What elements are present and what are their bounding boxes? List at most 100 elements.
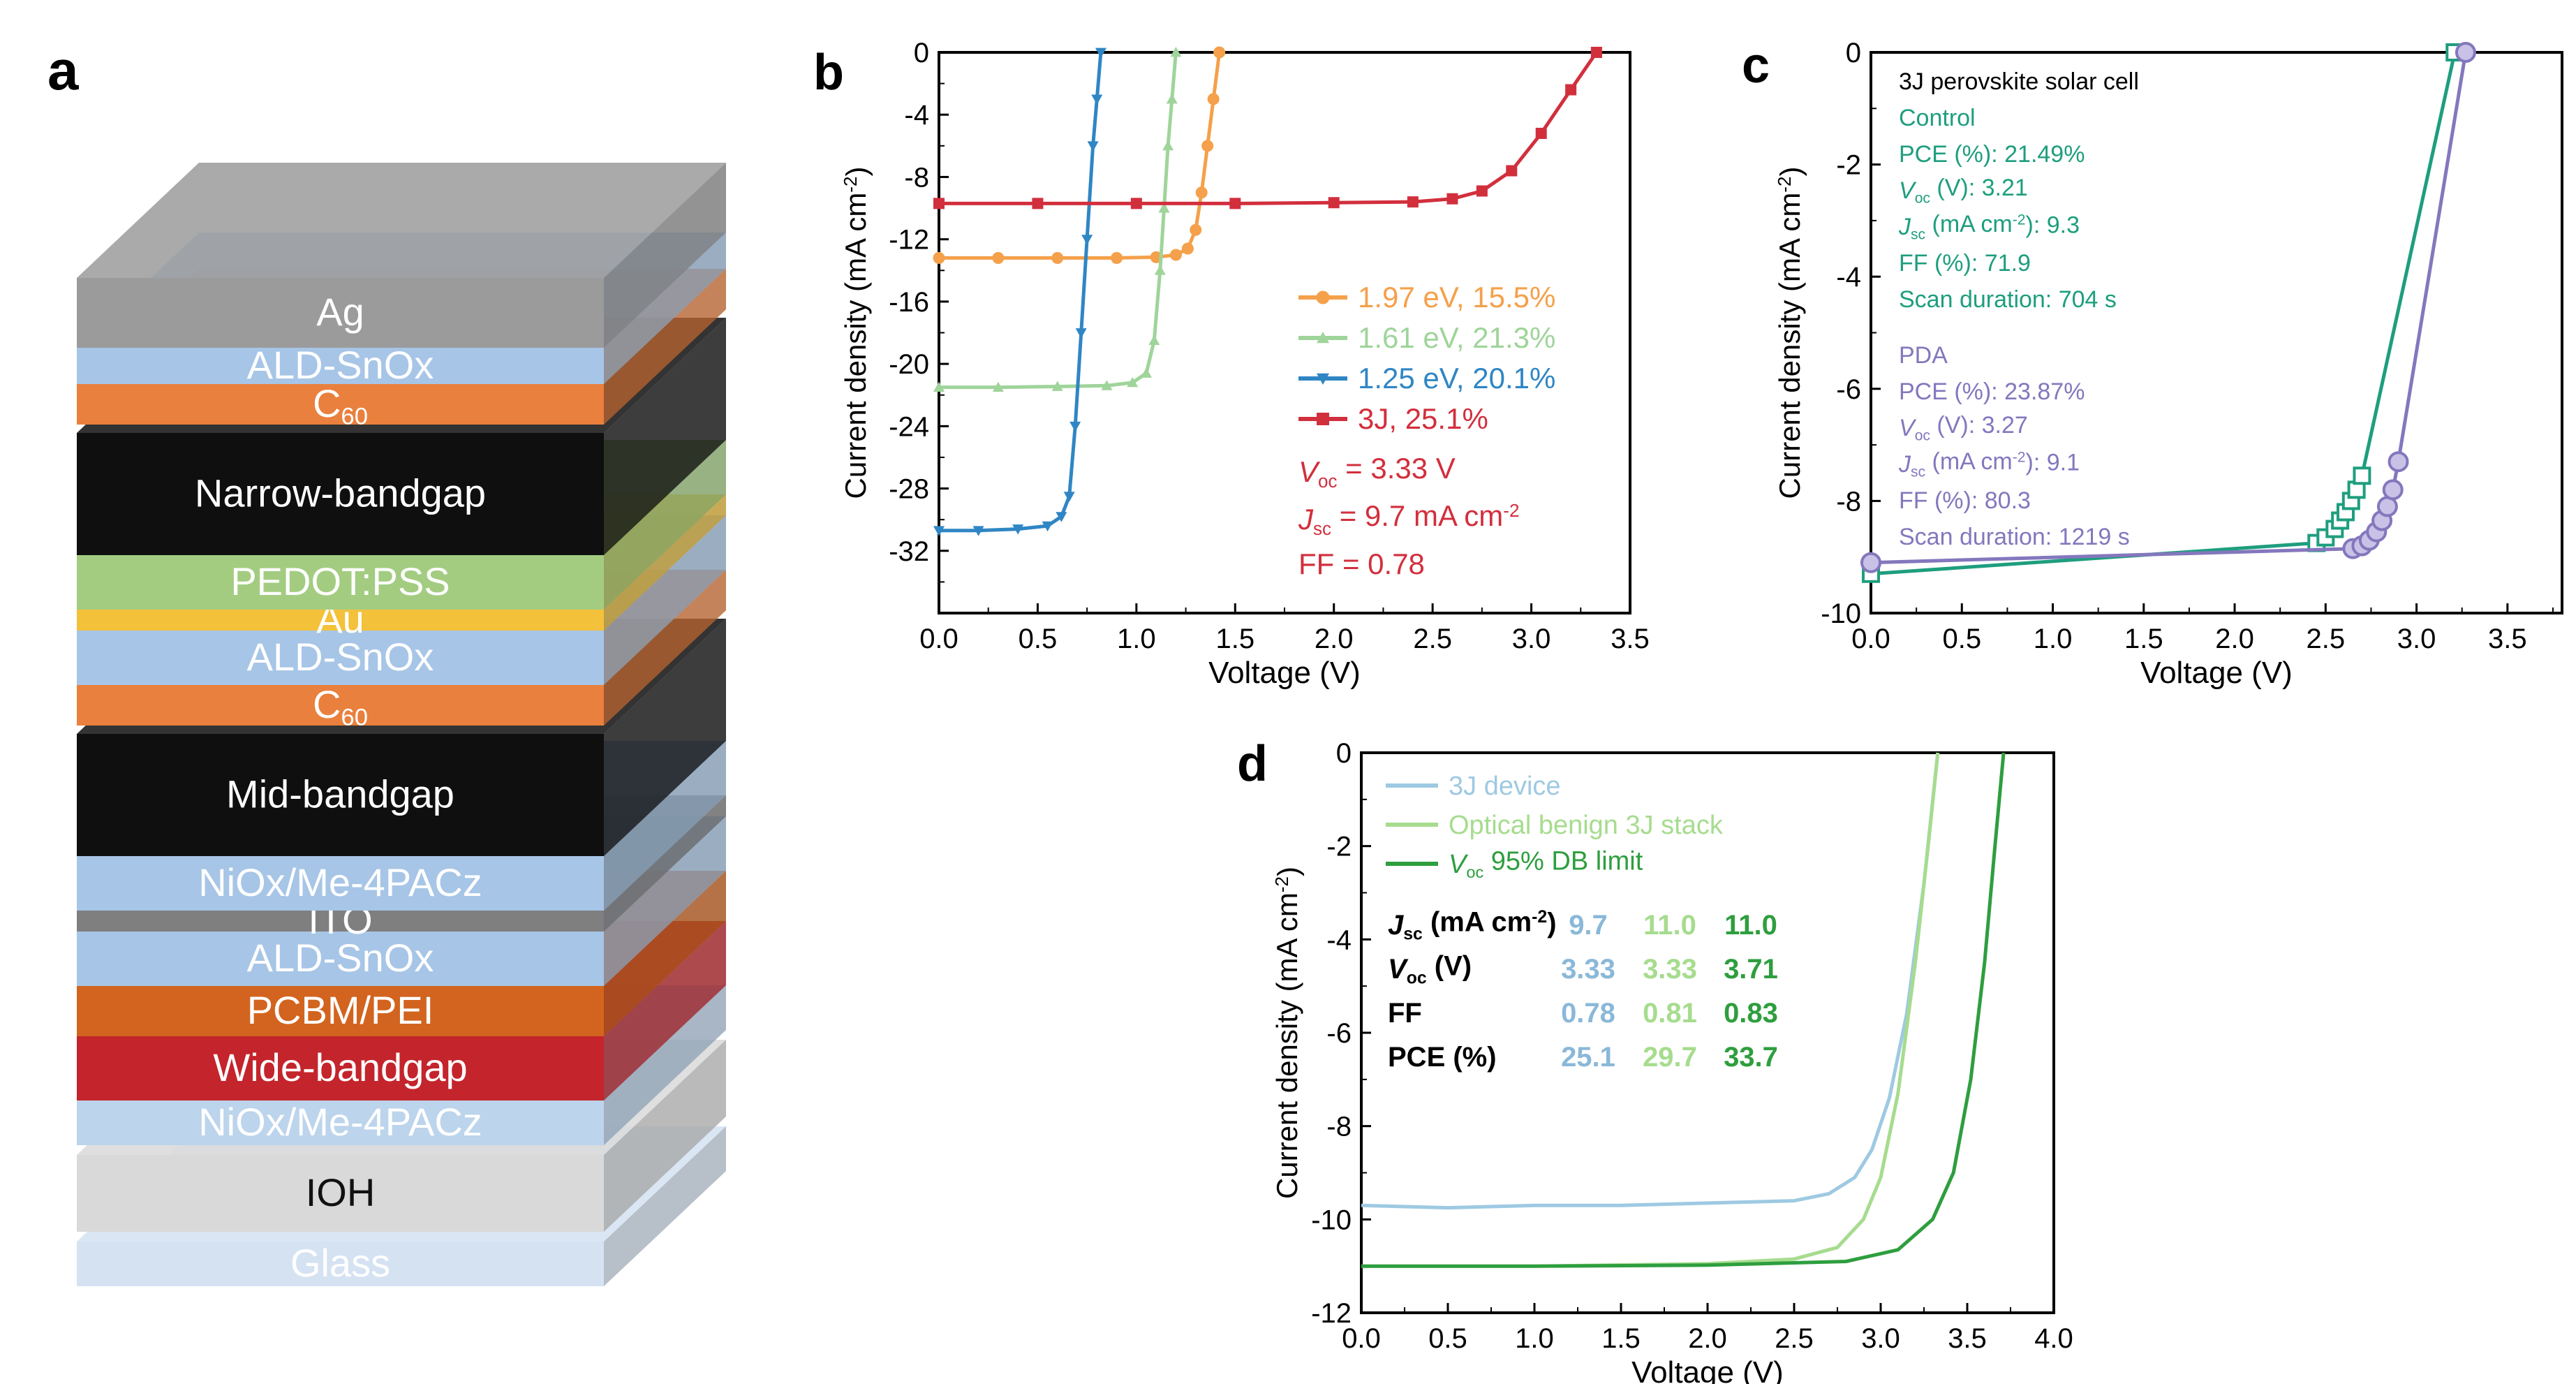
data-point: [1032, 198, 1044, 209]
layer-front-face: [77, 856, 604, 911]
layer-label: PCBM/PEI: [247, 988, 434, 1032]
data-point: [1063, 492, 1075, 502]
data-point: [2353, 466, 2371, 485]
layer-side-shade: [604, 1040, 726, 1232]
data-point: [1162, 140, 1174, 151]
ff-annotation: FF = 0.78: [1298, 547, 1425, 580]
table-cell: 25.1: [1561, 1042, 1615, 1073]
data-point: [1317, 332, 1329, 344]
layer-front-face: [77, 278, 604, 348]
data-point: [1141, 367, 1152, 378]
data-point: [1190, 223, 1202, 236]
pda-heading: PDA: [1899, 342, 1948, 369]
table-cell: 3.33: [1561, 954, 1615, 985]
x-tick-label: 3.5: [2488, 624, 2527, 654]
layer-side-shade: [604, 515, 726, 685]
series-2: [933, 47, 1106, 536]
series-0: [1361, 752, 1940, 1210]
y-tick-label: -2: [1326, 832, 1352, 862]
data-point: [1051, 381, 1063, 391]
y-tick-label: -2: [1836, 150, 1861, 181]
table-row-label: Voc (V): [1388, 950, 1472, 987]
layer-front-face: [77, 1242, 604, 1286]
series-line: [1361, 752, 2006, 1268]
y-axis-label: Current density (mA cm-2): [1271, 867, 1305, 1199]
layer-label: NiOx/Me-4PACz: [198, 860, 482, 904]
layer-side-shade: [604, 619, 726, 856]
data-point: [1166, 93, 1178, 104]
table-row-label: PCE (%): [1388, 1042, 1497, 1073]
layer-front-face: [77, 685, 604, 726]
data-point: [1130, 198, 1142, 209]
layer-label: NiOx/Me-4PACz: [198, 1100, 482, 1144]
y-tick-label: 0: [1846, 38, 1861, 68]
x-tick-label: 2.0: [1688, 1323, 1727, 1354]
data-point: [1075, 328, 1087, 339]
data-point: [1860, 552, 1881, 573]
data-point: [1148, 334, 1160, 346]
table-cell: 3.33: [1643, 954, 1697, 985]
layer-stack: Glass IOH NiOx/Me-4PACz Wide-bandgap PCBM/PE…: [77, 163, 726, 1286]
layer-front-face: [77, 433, 604, 555]
data-point: [1091, 94, 1103, 105]
y-axis-label: Current density (mA cm-2): [839, 167, 873, 499]
data-point: [933, 251, 945, 264]
data-point: [933, 381, 945, 392]
y-tick-label: -6: [1326, 1018, 1352, 1049]
y-tick-label: -12: [1311, 1298, 1352, 1329]
data-point: [1042, 521, 1053, 532]
series-group: [1860, 42, 2476, 583]
layer-side-face: [604, 163, 726, 348]
layer-front-face: [77, 631, 604, 685]
x-tick-label: 3.0: [1861, 1323, 1900, 1354]
series-group: [1361, 752, 2006, 1268]
layer-front-face: [77, 1036, 604, 1100]
x-tick-label: 0.0: [1342, 1323, 1381, 1354]
data-point: [2455, 42, 2476, 63]
x-axis-label: Voltage (V): [1631, 1355, 1784, 1384]
layer-side-face: [604, 570, 726, 726]
data-point: [1169, 249, 1182, 261]
data-point: [1087, 141, 1099, 152]
layer-side-shade: [604, 871, 726, 1036]
pda-pce: PCE (%): 23.87%: [1899, 378, 2085, 405]
y-tick-label: -8: [1836, 486, 1861, 517]
layer-label: Narrow-bandgap: [195, 471, 486, 515]
jsc-annotation: Jsc = 9.7 mA cm-2: [1298, 499, 1519, 539]
x-tick-label: 2.0: [2215, 624, 2254, 654]
layer-side-face: [604, 233, 726, 384]
x-tick-label: 0.0: [1851, 624, 1890, 654]
layer-side-face: [604, 741, 726, 911]
pda-ff: FF (%): 80.3: [1899, 487, 2031, 514]
x-tick-label: 1.5: [2124, 624, 2163, 654]
data-point: [1181, 242, 1194, 255]
control-jsc: Jsc (mA cm-2): 9.3: [1898, 211, 2080, 242]
data-point: [1229, 198, 1241, 209]
series-1: [1860, 42, 2476, 573]
pda-scan: Scan duration: 1219 s: [1899, 524, 2130, 550]
legend-label: Optical benign 3J stack: [1449, 811, 1724, 840]
y-tick-label: -20: [889, 349, 929, 380]
y-tick-label: 0: [914, 38, 929, 68]
layer-side-face: [604, 318, 726, 555]
data-point: [1095, 47, 1106, 58]
data-point: [1111, 251, 1123, 264]
layer-side-face: [604, 494, 726, 631]
y-tick-label: -12: [889, 225, 929, 256]
layer-front-face: [77, 911, 604, 932]
control-scan: Scan duration: 704 s: [1899, 286, 2117, 313]
y-axis-label: Current density (mA cm-2): [1773, 167, 1807, 499]
x-tick-label: 3.5: [1611, 624, 1650, 654]
data-point: [1069, 421, 1081, 432]
x-tick-label: 1.0: [2034, 624, 2073, 654]
x-tick-label: 2.5: [2307, 624, 2346, 654]
control-ff: FF (%): 71.9: [1899, 250, 2031, 277]
legend-label: 3J device: [1449, 772, 1561, 801]
table-cell: 9.7: [1569, 910, 1608, 941]
x-tick-label: 3.0: [2397, 624, 2436, 654]
data-point: [2388, 451, 2409, 473]
data-point: [1590, 47, 1602, 58]
data-point: [1213, 46, 1226, 59]
layer-front-face: [77, 734, 604, 856]
table-cell: 11.0: [1643, 910, 1696, 941]
